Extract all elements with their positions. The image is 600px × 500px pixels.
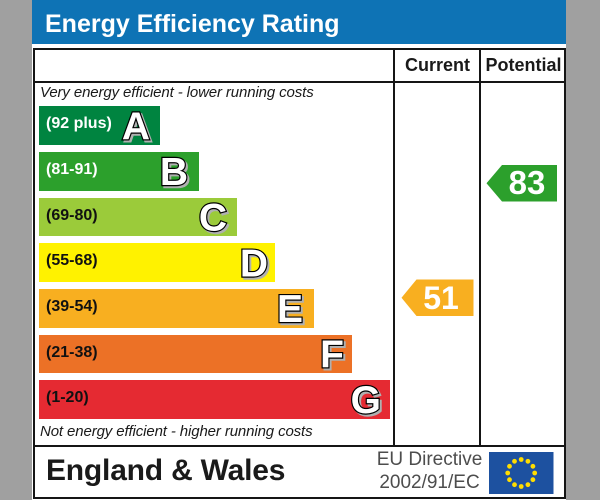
svg-text:51: 51 <box>423 280 459 316</box>
svg-text:C: C <box>199 197 227 240</box>
svg-text:E: E <box>277 288 303 331</box>
svg-text:83: 83 <box>509 164 546 201</box>
svg-text:G: G <box>351 379 381 422</box>
svg-text:A: A <box>122 105 150 148</box>
svg-text:B: B <box>160 151 188 194</box>
svg-text:D: D <box>240 242 268 285</box>
svg-text:F: F <box>320 334 344 377</box>
